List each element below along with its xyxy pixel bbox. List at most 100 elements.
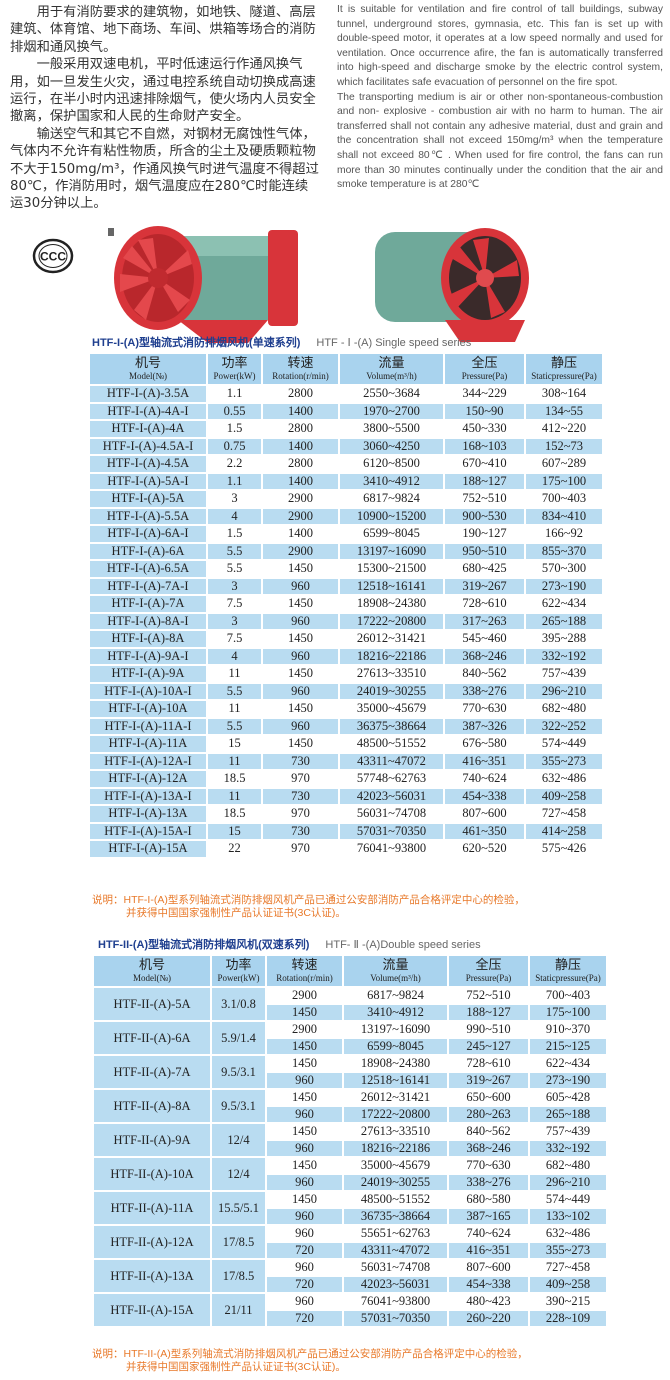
cell-power: 3 bbox=[206, 611, 263, 631]
cell-pressure: 319~267 bbox=[443, 576, 526, 596]
cell-model: HTF-I-(A)-12A-I bbox=[88, 751, 208, 771]
cell-static-pressure: 175~100 bbox=[528, 1003, 608, 1022]
cell-model: HTF-II-(A)-9A bbox=[92, 1122, 212, 1158]
cell-static-pressure: 622~434 bbox=[524, 594, 604, 614]
table-row: HTF-I-(A)-13A-I 11 730 42023~56031 454~338 40… bbox=[88, 786, 604, 806]
column-header-static-pressure: 静压 Staticpressure(Pa) bbox=[528, 954, 608, 988]
table-row: HTF-I-(A)-7A-I 3 960 12518~16141 319~267 273~… bbox=[88, 576, 604, 596]
column-header-volume: 流量 Volume(m³/h) bbox=[338, 352, 445, 386]
cell-power: 1.5 bbox=[206, 419, 263, 439]
table-row: 1450 6599~8045 245~127 215~125 bbox=[93, 1037, 608, 1056]
double-speed-table: 机号 Model(№) 功率 Power(kW) 转速 Rotation(r/min) 流量… bbox=[92, 954, 608, 1328]
cell-static-pressure: 308~164 bbox=[524, 384, 604, 404]
cell-pressure: 188~127 bbox=[447, 1003, 530, 1022]
note-line: 并获得中国国家强制性产品认证证书(3C认证)。 bbox=[126, 1361, 346, 1373]
table-row: 1450 3410~4912 188~127 175~100 bbox=[93, 1003, 608, 1022]
cell-volume: 42023~56031 bbox=[342, 1275, 449, 1294]
cell-volume: 56031~74708 bbox=[338, 804, 445, 824]
cell-power: 15 bbox=[206, 821, 263, 841]
cell-pressure: 368~246 bbox=[447, 1139, 530, 1158]
fan-image-front bbox=[375, 228, 529, 342]
header-en: Staticpressure(Pa) bbox=[531, 370, 597, 381]
table-row: HTF-II-(A)-7A 9.5/3.1 1450 18908~24380 728~6… bbox=[92, 1054, 608, 1090]
cell-pressure: 190~127 bbox=[443, 524, 526, 544]
cell-rotation: 1450 bbox=[261, 734, 340, 754]
table-row: HTF-I-(A)-8A-I 3 960 17222~20800 317~263 265~… bbox=[88, 611, 604, 631]
single-note: 说明：HTF-I-(A)型系列轴流式消防排烟风机产品已通过公安部消防产品合格评定… bbox=[92, 894, 525, 920]
table-row: 960 12518~16141 319~267 273~190 bbox=[93, 1071, 608, 1090]
cell-pressure: 344~229 bbox=[443, 384, 526, 404]
cell-volume: 24019~30255 bbox=[342, 1173, 449, 1192]
cell-rotation: 970 bbox=[261, 839, 340, 859]
cell-static-pressure: 133~102 bbox=[528, 1207, 608, 1226]
cell-model: HTF-I-(A)-6A bbox=[88, 541, 208, 561]
table-row: HTF-I-(A)-10A-I 5.5 960 24019~30255 338~276 2… bbox=[88, 681, 604, 701]
cell-model: HTF-II-(A)-6A bbox=[92, 1020, 212, 1056]
cell-rotation: 960 bbox=[261, 576, 340, 596]
cell-rotation: 960 bbox=[261, 646, 340, 666]
table-row: HTF-II-(A)-8A 9.5/3.1 1450 26012~31421 650~6… bbox=[92, 1088, 608, 1124]
table-row: HTF-I-(A)-4.5A-I 0.75 1400 3060~4250 168~103… bbox=[88, 436, 604, 456]
table-row: HTF-I-(A)-3.5A 1.1 2800 2550~3684 344~229 308… bbox=[88, 384, 604, 404]
cell-volume: 13197~16090 bbox=[338, 541, 445, 561]
table-row: HTF-I-(A)-5A 3 2900 6817~9824 752~510 700~403 bbox=[88, 489, 604, 509]
table-row: HTF-II-(A)-12A 17/8.5 960 55651~62763 740~62… bbox=[92, 1224, 608, 1260]
cell-rotation: 960 bbox=[261, 681, 340, 701]
cell-pressure: 752~510 bbox=[447, 986, 530, 1005]
cell-model: HTF-I-(A)-10A-I bbox=[88, 681, 208, 701]
table-row: HTF-II-(A)-13A 17/8.5 960 56031~74708 807~60… bbox=[92, 1258, 608, 1294]
cell-static-pressure: 682~480 bbox=[528, 1156, 608, 1175]
cell-static-pressure: 727~458 bbox=[524, 804, 604, 824]
cell-volume: 17222~20800 bbox=[338, 611, 445, 631]
cell-power: 5.5 bbox=[206, 681, 263, 701]
table-row: 720 57031~70350 260~220 228~109 bbox=[93, 1309, 608, 1328]
cell-power: 3 bbox=[206, 576, 263, 596]
cell-model: HTF-I-(A)-4.5A bbox=[88, 454, 208, 474]
cell-model: HTF-I-(A)-7A-I bbox=[88, 576, 208, 596]
cell-pressure: 950~510 bbox=[443, 541, 526, 561]
header-cn: 流量 bbox=[382, 957, 409, 973]
cell-static-pressure: 332~192 bbox=[528, 1139, 608, 1158]
cell-model: HTF-I-(A)-7A bbox=[88, 594, 208, 614]
cell-rotation: 960 bbox=[265, 1071, 344, 1090]
table-row: HTF-II-(A)-15A 21/11 960 76041~93800 480~423… bbox=[92, 1292, 608, 1328]
cell-static-pressure: 855~370 bbox=[524, 541, 604, 561]
cell-static-pressure: 273~190 bbox=[528, 1071, 608, 1090]
cell-rotation: 1450 bbox=[265, 1054, 344, 1073]
cell-volume: 13197~16090 bbox=[342, 1020, 449, 1039]
table-row: HTF-I-(A)-12A 18.5 970 57748~62763 740~624 63… bbox=[88, 769, 604, 789]
cell-model: HTF-I-(A)-11A bbox=[88, 734, 208, 754]
cell-model: HTF-I-(A)-3.5A bbox=[88, 384, 208, 404]
cell-volume: 18908~24380 bbox=[342, 1054, 449, 1073]
table-row: HTF-I-(A)-11A-I 5.5 960 36375~38664 387~326 3… bbox=[88, 716, 604, 736]
cell-power: 22 bbox=[206, 839, 263, 859]
cell-model: HTF-I-(A)-10A bbox=[88, 699, 208, 719]
cell-model: HTF-I-(A)-13A bbox=[88, 804, 208, 824]
cell-rotation: 2900 bbox=[261, 541, 340, 561]
cell-static-pressure: 390~215 bbox=[528, 1292, 608, 1311]
cell-rotation: 1450 bbox=[265, 1088, 344, 1107]
cell-rotation: 2900 bbox=[265, 986, 344, 1005]
intro-en-paragraph: The transporting medium is air or other … bbox=[337, 91, 663, 191]
table-row: HTF-I-(A)-5A-I 1.1 1400 3410~4912 188~127 175… bbox=[88, 471, 604, 491]
cell-static-pressure: 409~258 bbox=[524, 786, 604, 806]
cell-rotation: 1450 bbox=[261, 629, 340, 649]
double-speed-title: HTF-II-(A)型轴流式消防排烟风机(双速系列) HTF- Ⅱ -(A)Dou… bbox=[98, 936, 481, 952]
cell-power: 12/4 bbox=[210, 1156, 267, 1192]
cell-rotation: 960 bbox=[265, 1258, 344, 1277]
cell-pressure: 670~410 bbox=[443, 454, 526, 474]
cell-volume: 36375~38664 bbox=[338, 716, 445, 736]
cell-pressure: 680~425 bbox=[443, 559, 526, 579]
cell-power: 5.5 bbox=[206, 559, 263, 579]
cell-model: HTF-I-(A)-5A bbox=[88, 489, 208, 509]
header-cn: 转速 bbox=[291, 957, 318, 973]
cell-static-pressure: 700~403 bbox=[524, 489, 604, 509]
table-row: 960 18216~22186 368~246 332~192 bbox=[93, 1139, 608, 1158]
cell-volume: 2550~3684 bbox=[338, 384, 445, 404]
table-row: HTF-I-(A)-15A-I 15 730 57031~70350 461~350 41… bbox=[88, 821, 604, 841]
cell-rotation: 1400 bbox=[261, 401, 340, 421]
cell-rotation: 960 bbox=[265, 1207, 344, 1226]
cell-power: 9.5/3.1 bbox=[210, 1054, 267, 1090]
cell-power: 18.5 bbox=[206, 769, 263, 789]
cell-rotation: 2800 bbox=[261, 454, 340, 474]
